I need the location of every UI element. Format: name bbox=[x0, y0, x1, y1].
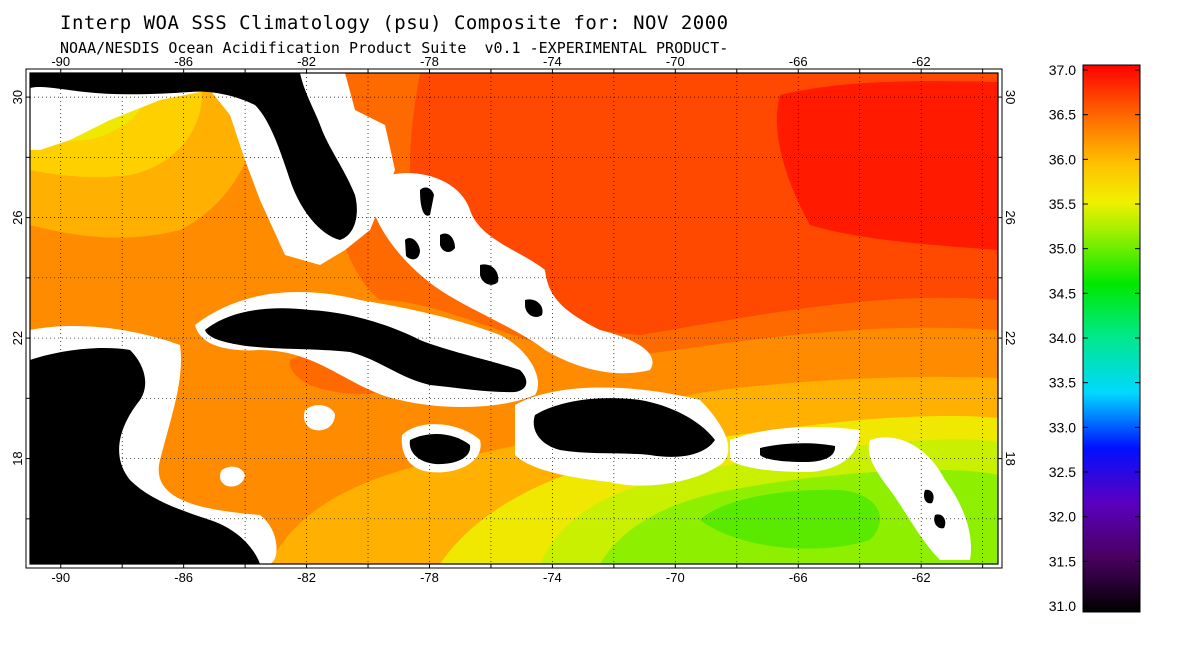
colorbar-label: 35.0 bbox=[1049, 241, 1076, 257]
colorbar-ticks: 37.0 36.5 36.0 35.5 35.0 34.5 34.0 33.5 33.0 32.5… bbox=[1049, 62, 1140, 614]
zone-36-8 bbox=[776, 81, 998, 250]
map-subtitle: NOAA/NESDIS Ocean Acidification Product … bbox=[60, 39, 729, 57]
lon-label-top: -66 bbox=[789, 54, 808, 69]
axis-ticks bbox=[26, 69, 1002, 568]
lat-label-left: 26 bbox=[10, 210, 25, 224]
colorbar-label: 33.5 bbox=[1049, 375, 1076, 391]
colorbar-label: 37.0 bbox=[1049, 62, 1076, 78]
map-frame bbox=[29, 72, 999, 565]
colorbar-label: 36.5 bbox=[1049, 107, 1076, 123]
lat-label-left: 30 bbox=[10, 90, 25, 104]
colorbar bbox=[1082, 64, 1141, 613]
lon-label-bottom: -62 bbox=[912, 570, 931, 585]
lon-label-bottom: -74 bbox=[543, 570, 562, 585]
lon-label-top: -90 bbox=[51, 54, 70, 69]
colorbar-label: 36.0 bbox=[1049, 151, 1076, 167]
colorbar-label: 34.5 bbox=[1049, 285, 1076, 301]
map-outer-frame bbox=[25, 68, 1003, 569]
lat-label-right: 22 bbox=[1003, 331, 1018, 345]
lon-label-top: -82 bbox=[297, 54, 316, 69]
zone-south-34-7 bbox=[700, 489, 880, 549]
colorbar-label: 35.5 bbox=[1049, 196, 1076, 212]
axis-labels: -90 -90 -86 -86 -82 -82 -78 -78 -74 -74 -70 -70 -66 -… bbox=[10, 54, 1018, 585]
colorbar-label: 31.0 bbox=[1049, 598, 1076, 614]
map-title: Interp WOA SSS Climatology (psu) Composi… bbox=[60, 12, 729, 34]
lat-label-right: 18 bbox=[1003, 451, 1018, 465]
lon-label-bottom: -66 bbox=[789, 570, 808, 585]
lon-label-bottom: -90 bbox=[51, 570, 70, 585]
land-mass bbox=[30, 73, 946, 564]
lon-label-top: -62 bbox=[912, 54, 931, 69]
graticule bbox=[30, 73, 998, 564]
lon-label-top: -78 bbox=[420, 54, 439, 69]
lat-label-right: 30 bbox=[1003, 90, 1018, 104]
lon-label-top: -74 bbox=[543, 54, 562, 69]
salinity-field bbox=[30, 73, 998, 564]
lon-label-bottom: -82 bbox=[297, 570, 316, 585]
colorbar-label: 32.0 bbox=[1049, 509, 1076, 525]
lon-label-bottom: -86 bbox=[174, 570, 193, 585]
lon-label-bottom: -70 bbox=[666, 570, 685, 585]
lon-label-top: -86 bbox=[174, 54, 193, 69]
colorbar-label: 31.5 bbox=[1049, 553, 1076, 569]
lat-label-right: 26 bbox=[1003, 210, 1018, 224]
colorbar-label: 33.0 bbox=[1049, 419, 1076, 435]
colorbar-label: 34.0 bbox=[1049, 330, 1076, 346]
lon-label-bottom: -78 bbox=[420, 570, 439, 585]
lon-label-top: -70 bbox=[666, 54, 685, 69]
lat-label-left: 22 bbox=[10, 331, 25, 345]
lat-label-left: 18 bbox=[10, 451, 25, 465]
colorbar-label: 32.5 bbox=[1049, 464, 1076, 480]
